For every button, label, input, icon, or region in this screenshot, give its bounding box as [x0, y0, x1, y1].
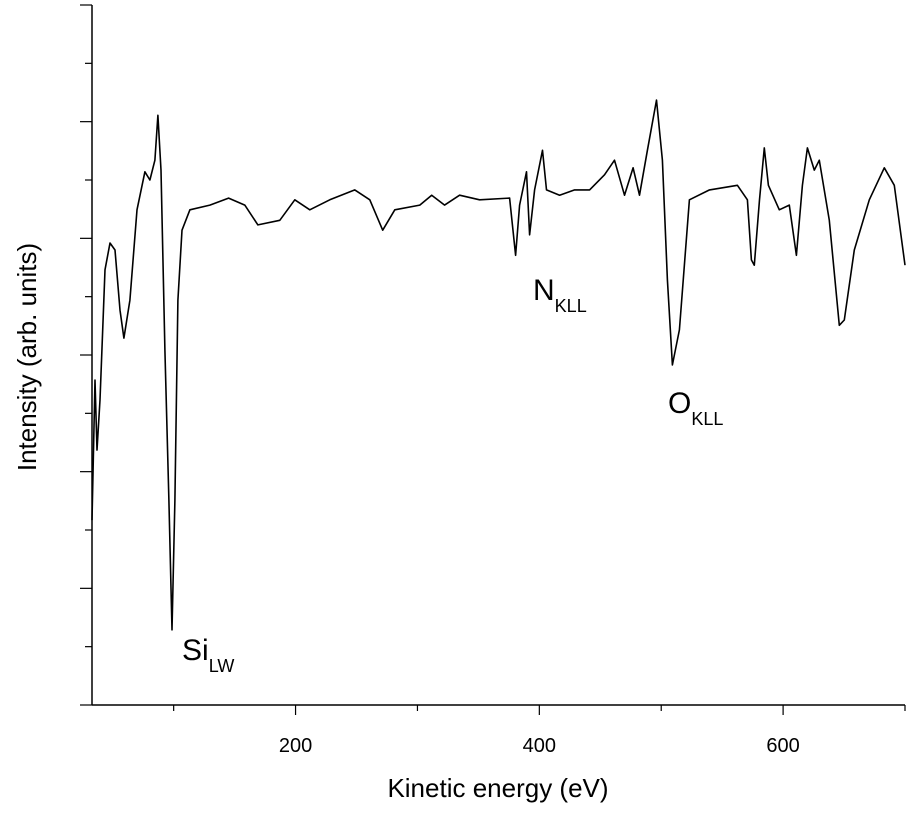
peak-label: Si [182, 634, 209, 667]
peak-label-group: NKLL [533, 274, 587, 316]
peak-label-subscript: LW [209, 656, 235, 676]
x-tick-label: 600 [766, 735, 799, 757]
peak-label: O [668, 387, 691, 420]
peak-label-group: SiLW [182, 634, 234, 676]
x-tick-label: 400 [523, 735, 556, 757]
peak-label: N [533, 274, 555, 307]
peak-label-group: OKLL [668, 387, 723, 429]
spectrum-line [91, 99, 906, 631]
y-axis-title: Intensity (arb. units) [12, 243, 42, 471]
peak-label-subscript: KLL [691, 409, 723, 429]
x-tick-label: 200 [279, 735, 312, 757]
x-axis-title: Kinetic energy (eV) [387, 773, 608, 803]
peak-label-subscript: KLL [555, 296, 587, 316]
